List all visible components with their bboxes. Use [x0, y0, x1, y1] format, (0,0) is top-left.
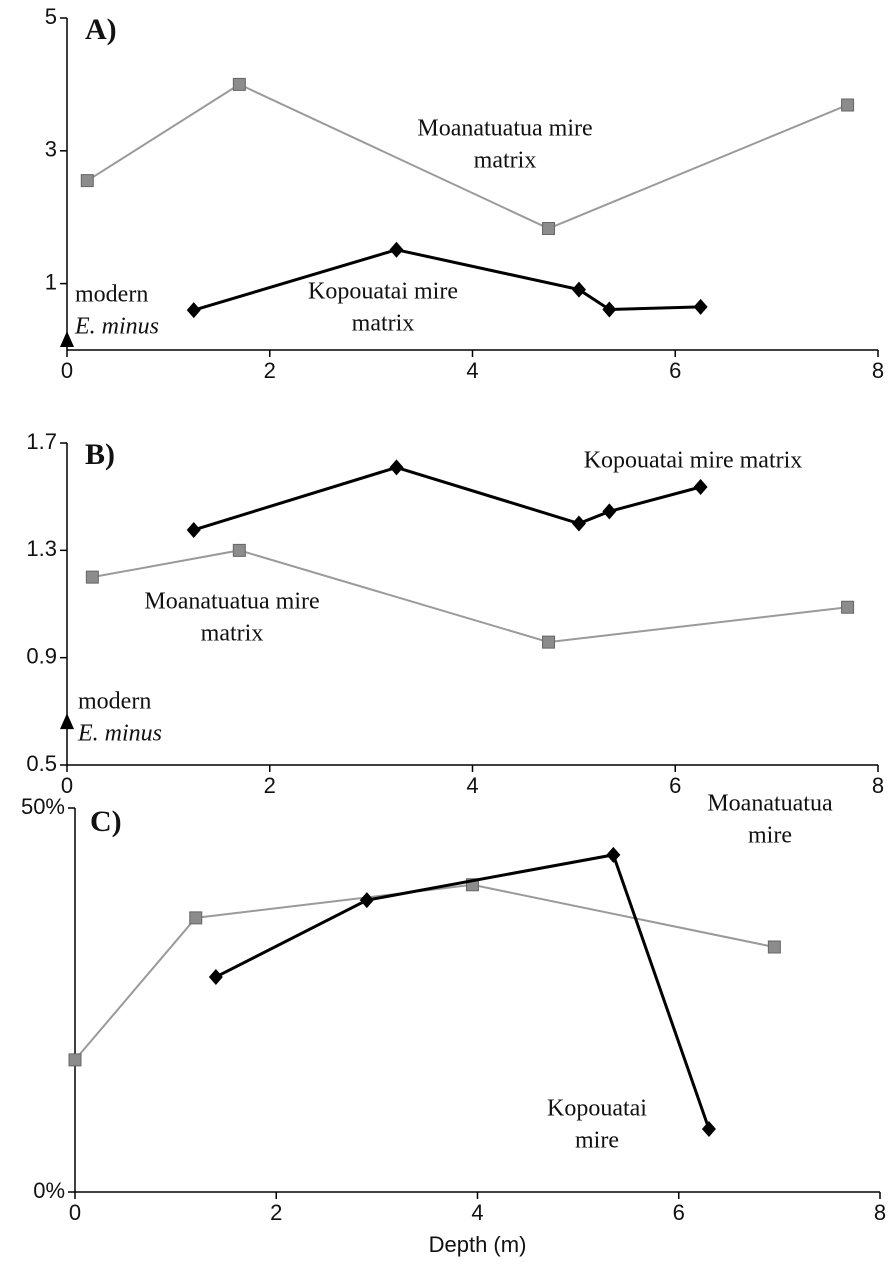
x-tick-label: 6 — [673, 1200, 685, 1225]
x-axis-label: Depth (m) — [429, 1232, 527, 1257]
series-line — [74, 883, 775, 1061]
x-tick-label: 6 — [669, 358, 681, 383]
panel-title: B) — [85, 438, 115, 471]
marker — [85, 570, 99, 584]
series-label: Moanatuatua — [707, 791, 833, 817]
marker — [767, 940, 781, 954]
panel: A) 1 3 5 0 2 4 6 8 Moanatuatua mire matrix Kopouata… — [45, 4, 884, 383]
panel: C) 0% 50% 0 2 4 6 8 Depth (m) Moanatuatua mire Kopo… — [21, 791, 886, 1257]
marker — [208, 968, 223, 985]
x-tick-label: 2 — [264, 773, 276, 798]
marker — [80, 174, 94, 188]
marker — [542, 635, 556, 649]
marker — [693, 298, 708, 315]
series-label: Kopouatai mire matrix — [584, 448, 803, 474]
panel-title: C) — [90, 805, 122, 838]
x-tick-label: 4 — [466, 358, 478, 383]
x-tick-label: 0 — [61, 773, 73, 798]
y-tick-label: 5 — [45, 4, 57, 29]
panel: B) 0.5 0.9 1.3 1.7 0 2 4 6 8 Moanatuatua mire matri… — [26, 429, 884, 798]
marker — [60, 713, 74, 730]
marker — [841, 98, 855, 112]
marker — [841, 600, 855, 614]
x-tick-label: 8 — [872, 773, 884, 798]
x-tick-label: 0 — [61, 358, 73, 383]
marker — [68, 1053, 82, 1067]
y-tick-label: 3 — [45, 137, 57, 162]
y-tick-label: 0.5 — [26, 751, 57, 776]
marker — [701, 1121, 716, 1138]
series-label: Moanatuatua mire — [417, 116, 592, 142]
y-tick-label: 50% — [21, 794, 65, 819]
series-label: matrix — [474, 148, 537, 174]
series-label: modern — [78, 689, 151, 715]
series-label: mire — [748, 823, 792, 849]
series-line — [86, 83, 848, 230]
marker — [571, 515, 586, 532]
x-tick-label: 6 — [669, 773, 681, 798]
marker — [186, 521, 201, 538]
marker — [232, 543, 246, 557]
marker — [186, 302, 201, 319]
series-label: E. minus — [74, 314, 159, 340]
series-label: mire — [575, 1128, 619, 1154]
marker — [60, 331, 74, 348]
series-label: E. minus — [77, 721, 162, 747]
marker — [389, 459, 404, 476]
x-tick-label: 2 — [264, 358, 276, 383]
x-tick-label: 8 — [872, 358, 884, 383]
x-tick-label: 0 — [69, 1200, 81, 1225]
series-label: matrix — [352, 311, 415, 337]
y-tick-label: 0.9 — [26, 643, 57, 668]
series-line — [92, 549, 848, 644]
marker — [606, 846, 621, 863]
marker — [189, 911, 203, 925]
marker — [359, 892, 374, 909]
series-label: matrix — [201, 621, 264, 647]
y-tick-label: 0% — [33, 1178, 65, 1203]
marker — [232, 77, 246, 91]
series-line — [193, 465, 701, 532]
y-tick-label: 1.3 — [26, 536, 57, 561]
x-tick-label: 4 — [471, 1200, 483, 1225]
x-tick-label: 8 — [874, 1200, 886, 1225]
marker — [602, 301, 617, 318]
y-tick-label: 1.7 — [26, 429, 57, 454]
y-tick-label: 1 — [45, 269, 57, 294]
marker — [602, 503, 617, 520]
panel-title: A) — [85, 13, 117, 46]
marker — [389, 241, 404, 258]
series-label: modern — [75, 282, 148, 308]
x-tick-label: 4 — [466, 773, 478, 798]
series-label: Moanatuatua mire — [144, 589, 319, 615]
marker — [542, 221, 556, 235]
marker — [571, 281, 586, 298]
marker — [693, 479, 708, 496]
series-line — [215, 853, 711, 1130]
series-label: Kopouatai — [547, 1096, 647, 1122]
x-tick-label: 2 — [270, 1200, 282, 1225]
series-label: Kopouatai mire — [308, 279, 458, 305]
